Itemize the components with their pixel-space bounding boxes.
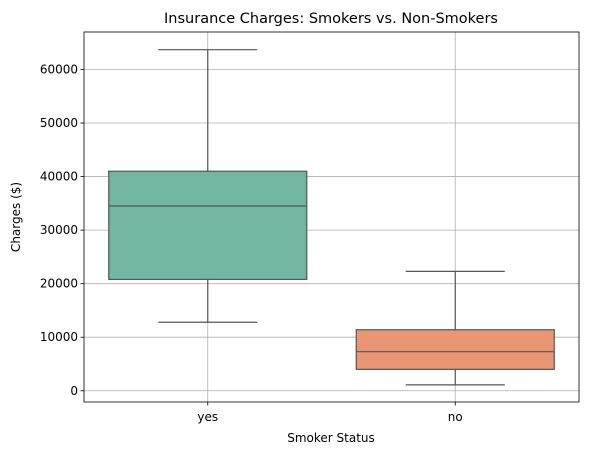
y-tick-label: 20000: [40, 277, 78, 291]
y-tick-label: 10000: [40, 330, 78, 344]
boxes: [108, 49, 555, 386]
y-tick-label: 0: [70, 384, 78, 398]
x-tick-label: yes: [197, 410, 218, 424]
y-axis-label: Charges ($): [9, 182, 23, 252]
x-axis-ticks: yes no: [197, 402, 463, 424]
iqr-box: [355, 329, 555, 370]
box-no: [355, 270, 555, 386]
y-tick-label: 50000: [40, 116, 78, 130]
box-yes: [108, 49, 308, 323]
chart-title: Insurance Charges: Smokers vs. Non-Smoke…: [164, 11, 498, 27]
y-tick-label: 60000: [40, 62, 78, 76]
iqr-box: [108, 170, 308, 280]
x-tick-label: no: [448, 410, 463, 424]
x-axis-label: Smoker Status: [287, 431, 375, 445]
y-axis-ticks: 0 10000 20000 30000 40000 50000 60000: [40, 62, 84, 398]
y-tick-label: 30000: [40, 223, 78, 237]
plot-frame: [83, 31, 580, 403]
y-tick-label: 40000: [40, 170, 78, 184]
